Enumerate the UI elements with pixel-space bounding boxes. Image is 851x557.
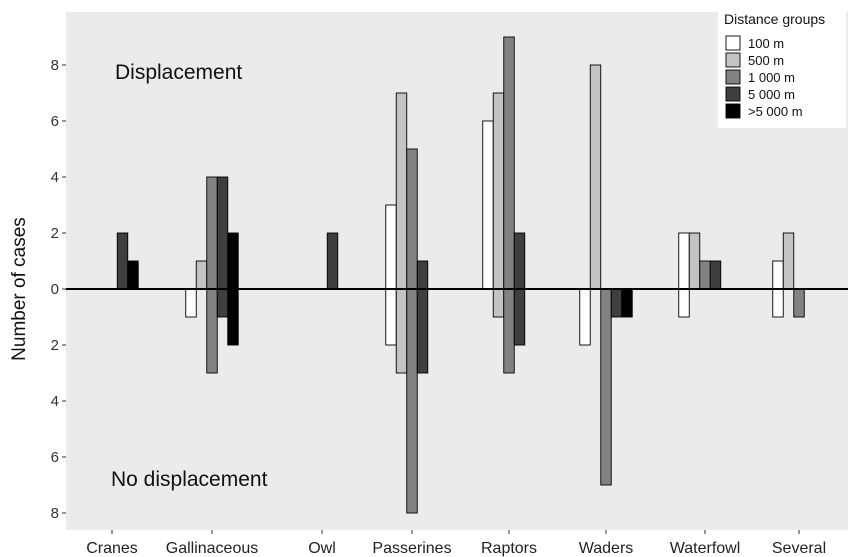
bar-gallinaceous-1000m-no-displacement	[206, 288, 218, 374]
legend-entry-label: 500 m	[748, 53, 784, 68]
legend-entry-label: 5 000 m	[748, 87, 795, 102]
legend: Distance groups 100 m 500 m 1 000 m 5 000 m…	[718, 6, 846, 128]
bar-waders-5000m-no-displacement	[610, 288, 623, 318]
bar-raptors-100m-displacement	[482, 120, 494, 290]
x-tick-label-owl: Owl	[308, 540, 336, 557]
bar-waterfowl-100m-no-displacement	[678, 288, 690, 318]
annotation-displacement: Displacement	[115, 61, 242, 84]
bar-several-100m-no-displacement	[772, 288, 784, 318]
bar-waterfowl-1000m-displacement	[699, 260, 711, 290]
y-tick-label: 0	[51, 281, 59, 298]
x-tick-label-several: Several	[772, 540, 826, 557]
annotation-no-displacement: No displacement	[111, 468, 268, 491]
legend-title: Distance groups	[724, 11, 825, 27]
y-tick-label: 8	[51, 57, 59, 74]
bar-several-500m-displacement	[782, 232, 795, 290]
legend-entry-label: 100 m	[748, 36, 784, 51]
bar-passerines-1000m-displacement	[406, 148, 418, 290]
bar-gallinaceous-5000m-displacement	[216, 176, 229, 290]
bar-raptors-5000m-displacement	[513, 232, 526, 290]
x-axis-labels: Cranes Gallinaceous Owl Passerines Raptors Wa…	[86, 530, 826, 557]
bar-waders-1000m-no-displacement	[600, 288, 612, 486]
bar-passerines-100m-no-displacement	[385, 288, 397, 346]
y-tick-label: 8	[51, 505, 59, 522]
legend-swatch	[725, 52, 741, 68]
bar-raptors-1000m-no-displacement	[503, 288, 515, 374]
bar-gallinaceous-5000m-no-displacement	[216, 288, 229, 318]
y-tick-label: 6	[51, 449, 59, 466]
y-axis-title: Number of cases	[9, 217, 30, 361]
y-tick-label: 6	[51, 113, 59, 130]
bar-owl-5000m-displacement	[326, 232, 339, 290]
y-tick-label: 4	[51, 393, 59, 410]
bar-raptors-500m-displacement	[492, 92, 505, 290]
bar-several-100m-displacement	[772, 260, 784, 290]
x-tick-label-waterfowl: Waterfowl	[670, 540, 741, 557]
bar-passerines-1000m-no-displacement	[406, 288, 418, 514]
x-tick-label-passerines: Passerines	[372, 540, 451, 557]
bar-raptors-500m-no-displacement	[492, 288, 505, 318]
legend-swatch	[725, 35, 741, 51]
bar-passerines-500m-displacement	[395, 92, 408, 290]
legend-swatch	[725, 69, 741, 85]
y-axis-ticks: 8 6 4 2 0 2 4 6 8	[51, 57, 66, 522]
y-tick-label: 2	[51, 225, 59, 242]
bar-waterfowl-500m-displacement	[688, 232, 701, 290]
bar-waders-100m-no-displacement	[579, 288, 591, 346]
bar-waders-5000m-no-displacement	[621, 288, 633, 318]
bar-waterfowl-100m-displacement	[678, 232, 690, 290]
bar-gallinaceous-5000m-displacement	[227, 232, 239, 290]
y-tick-label: 2	[51, 337, 59, 354]
bar-passerines-100m-displacement	[385, 204, 397, 290]
bar-cranes-5000m-displacement	[116, 232, 129, 290]
bar-passerines-5000m-no-displacement	[416, 288, 429, 374]
y-tick-label: 4	[51, 169, 59, 186]
x-tick-label-waders: Waders	[579, 540, 634, 557]
bar-raptors-1000m-displacement	[503, 36, 515, 290]
legend-entry-label: 1 000 m	[748, 70, 795, 85]
bar-passerines-5000m-displacement	[416, 260, 429, 290]
bar-gallinaceous-500m-displacement	[195, 260, 208, 290]
bar-gallinaceous-100m-no-displacement	[185, 288, 197, 318]
bar-passerines-500m-no-displacement	[395, 288, 408, 374]
bar-several-1000m-no-displacement	[793, 288, 805, 318]
bar-waterfowl-5000m-displacement	[709, 260, 722, 290]
bar-gallinaceous-5000m-no-displacement	[227, 288, 239, 346]
x-tick-label-cranes: Cranes	[86, 540, 138, 557]
legend-entry-label: >5 000 m	[748, 104, 803, 119]
legend-swatch	[725, 103, 741, 119]
x-tick-label-gallinaceous: Gallinaceous	[166, 540, 259, 557]
bar-gallinaceous-1000m-displacement	[206, 176, 218, 290]
legend-swatch	[725, 86, 741, 102]
bar-cranes-5000m-displacement	[127, 260, 139, 290]
bar-raptors-5000m-no-displacement	[513, 288, 526, 346]
x-tick-label-raptors: Raptors	[481, 540, 537, 557]
bar-waders-500m-displacement	[589, 64, 602, 290]
